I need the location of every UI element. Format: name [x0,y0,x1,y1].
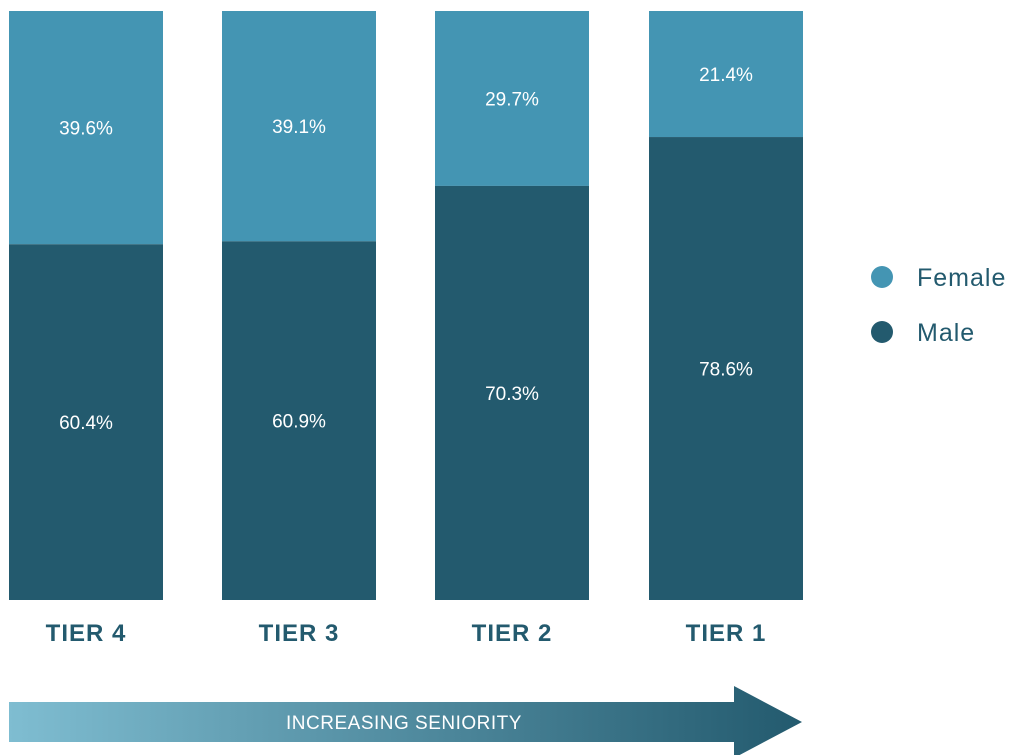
category-label-tier-2: TIER 2 [472,620,553,647]
bar-female-tier-4 [9,11,163,245]
category-label-tier-1: TIER 1 [686,620,767,647]
bar-female-tier-2 [435,11,589,186]
seniority-arrow-label: INCREASING SENIORITY [286,713,522,734]
legend: Female Male [871,264,1006,347]
data-label-female-tier-3: 39.1% [272,117,326,138]
bars-layer: 39.6% 60.4% 39.1% 60.9% 29.7% 70.3% 21.4% 78.6% [9,11,803,601]
bar-male-tier-4 [9,244,163,600]
bar-male-tier-1 [649,137,803,600]
seniority-arrow: INCREASING SENIORITY [9,686,802,755]
seniority-arrow-shape [9,686,802,755]
data-label-male-tier-1: 78.6% [699,360,753,381]
bar-female-tier-1 [649,11,803,138]
category-labels: TIER 4 TIER 3 TIER 2 TIER 1 [46,620,767,647]
data-label-female-tier-4: 39.6% [59,119,113,140]
bar-male-tier-3 [222,241,376,600]
legend-swatch-female [871,266,893,288]
legend-label-male: Male [917,319,975,347]
legend-swatch-male [871,321,893,343]
data-label-male-tier-2: 70.3% [485,384,539,405]
data-label-female-tier-2: 29.7% [485,89,539,110]
category-label-tier-4: TIER 4 [46,620,127,647]
data-label-female-tier-1: 21.4% [699,65,753,86]
bar-female-tier-3 [222,11,376,242]
bar-male-tier-2 [435,185,589,601]
category-label-tier-3: TIER 3 [259,620,340,647]
data-label-male-tier-3: 60.9% [272,412,326,433]
data-label-male-tier-4: 60.4% [59,413,113,434]
legend-label-female: Female [917,264,1006,292]
